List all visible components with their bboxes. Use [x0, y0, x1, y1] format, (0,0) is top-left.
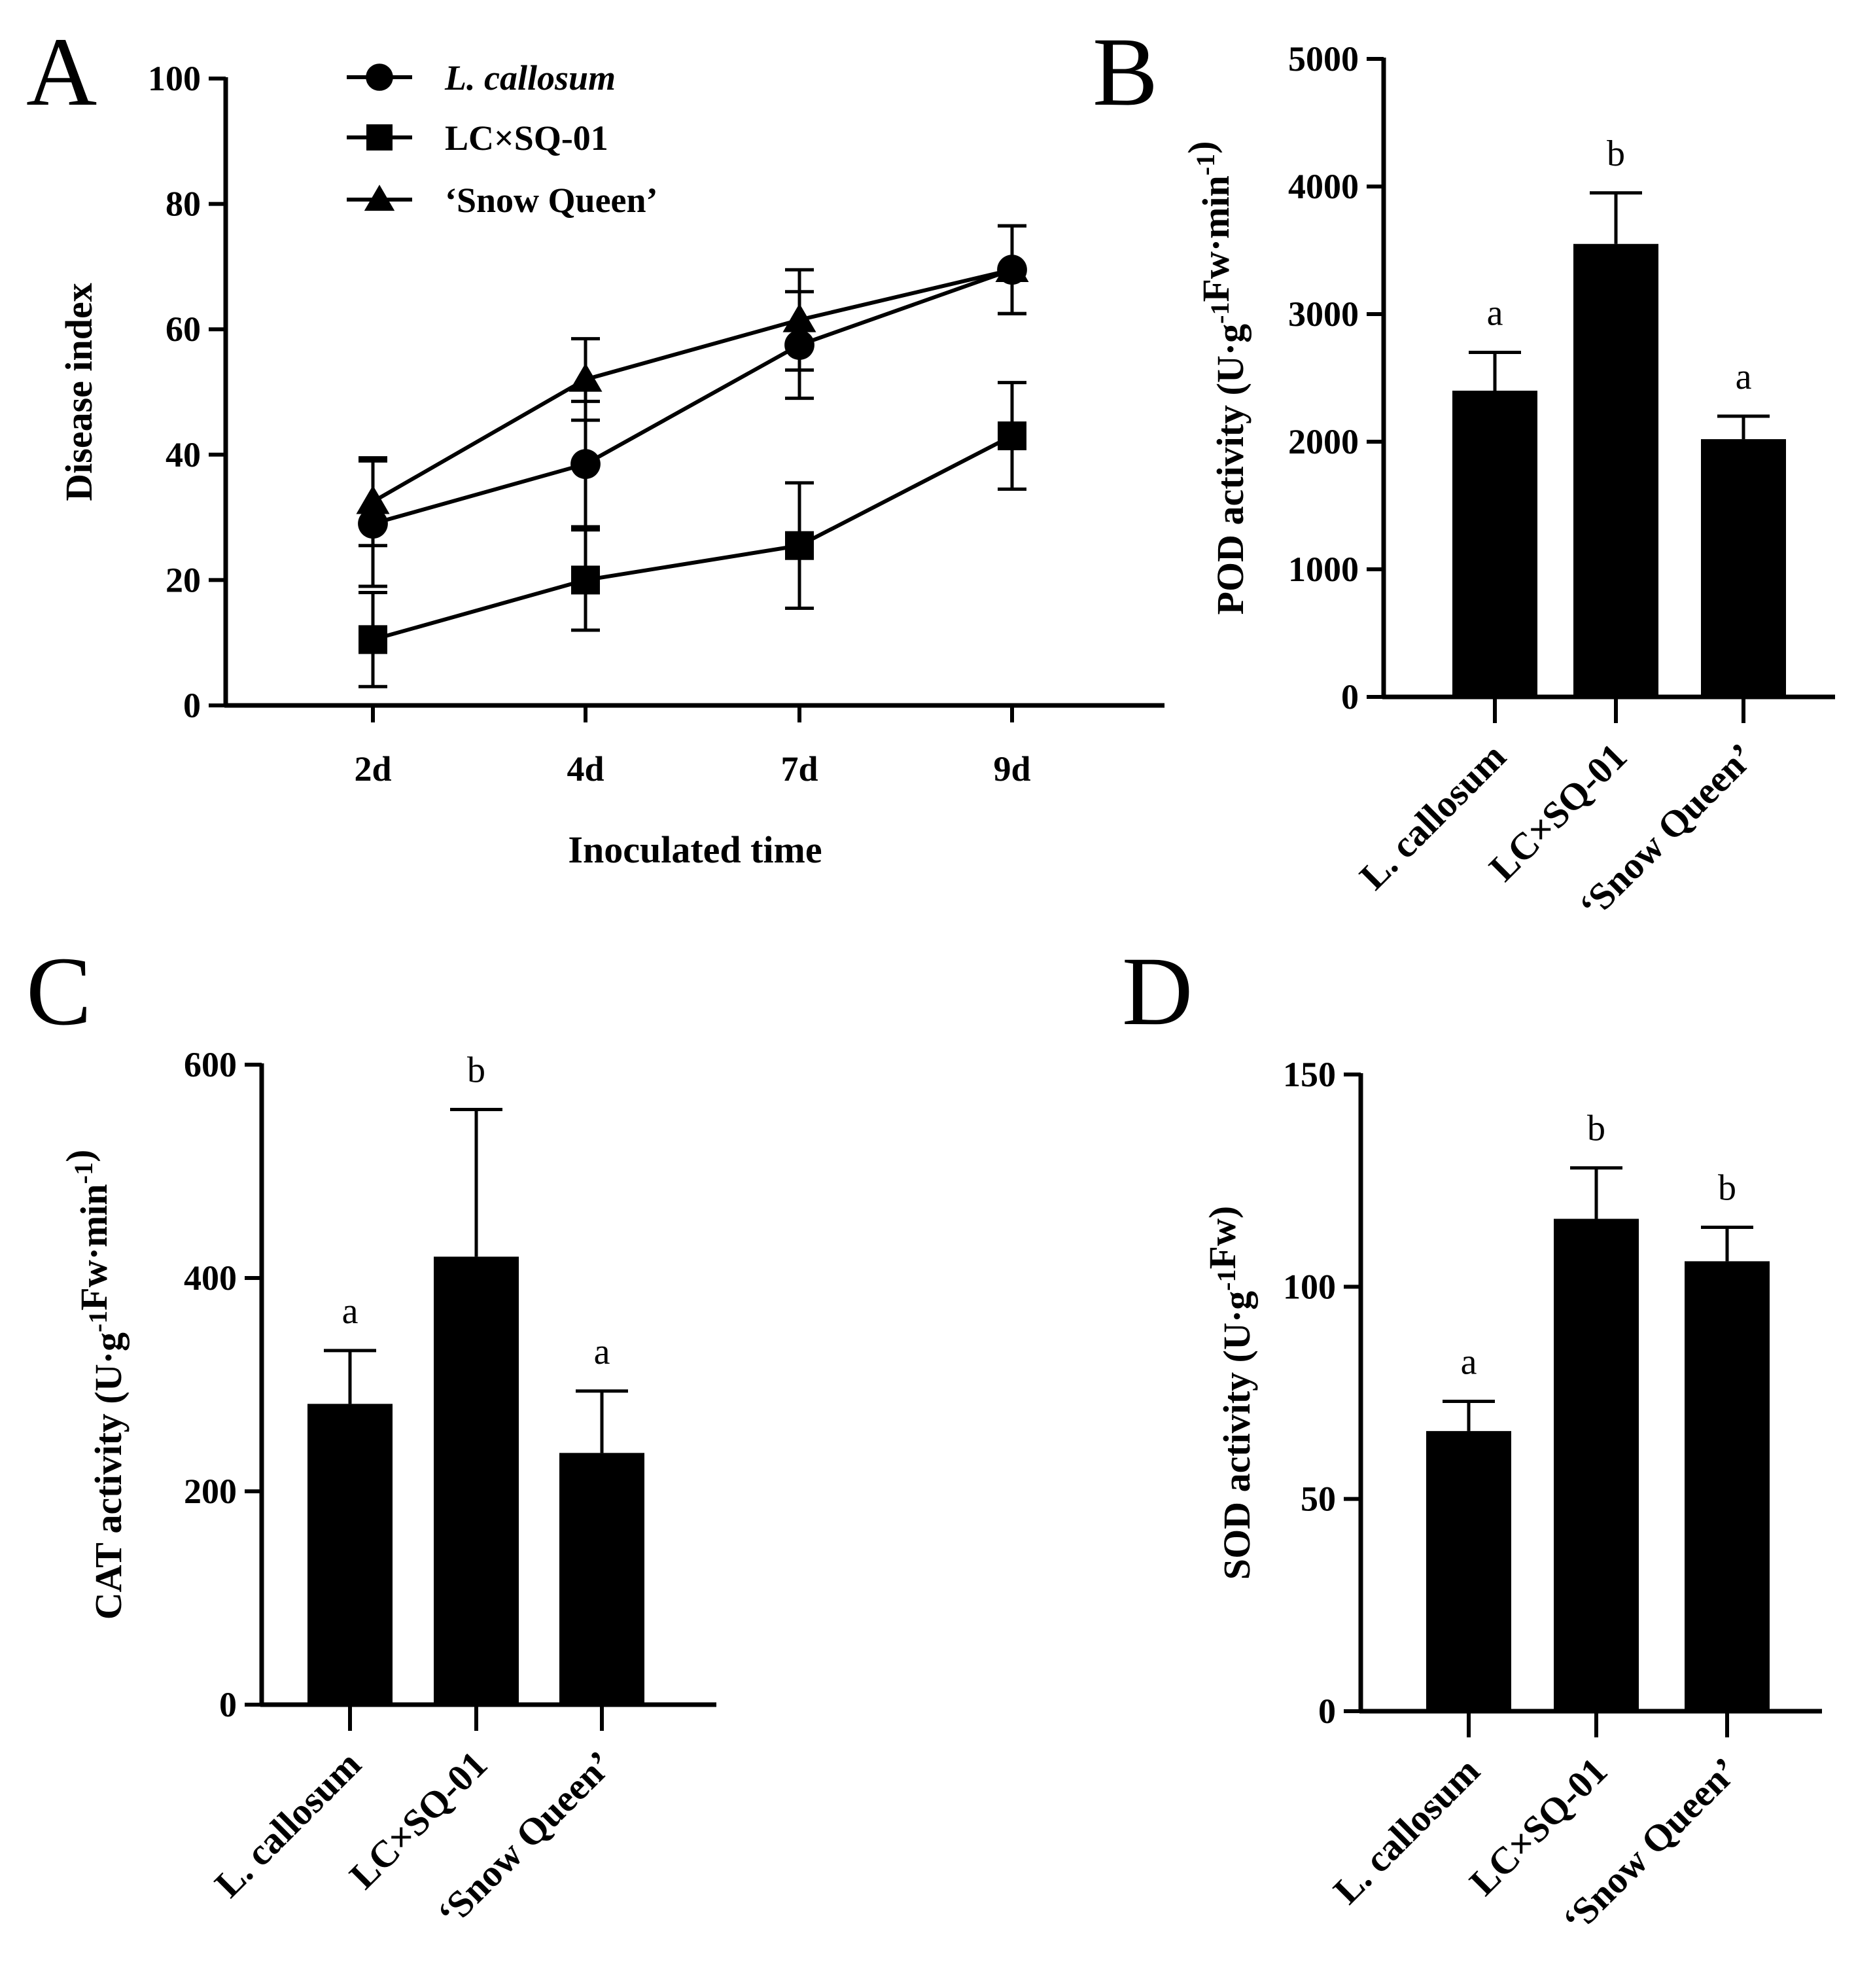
data-point [998, 421, 1026, 451]
y-tick-label: 2000 [1288, 422, 1359, 461]
significance-label: b [1587, 1109, 1605, 1149]
panel-b: B 0 1000 2000 3000 4000 5000 POD activity (U·g-… [1093, 18, 1835, 927]
panel-letter: C [26, 937, 92, 1046]
data-point [785, 531, 814, 560]
bar [307, 1404, 393, 1705]
legend-marker [366, 124, 393, 151]
y-axis-title: CAT activity (U·g-1Fw·min-1) [58, 1150, 130, 1620]
x-tick-label: 7d [780, 749, 818, 789]
y-axis-title: Disease index [58, 283, 100, 501]
series-line [372, 268, 1013, 504]
significance-label: a [1736, 357, 1752, 397]
y-tick-label: 50 [1301, 1480, 1336, 1519]
y-tick-label: 100 [148, 59, 201, 98]
bar [434, 1256, 519, 1705]
y-tick-label: 0 [1318, 1692, 1336, 1731]
x-tick-label: L. callosum [1351, 735, 1514, 898]
y-axis-title: POD activity (U·g-1Fw·min-1) [1180, 141, 1252, 615]
y-tick-label: 200 [184, 1472, 237, 1511]
data-point [571, 565, 600, 595]
y-tick-label: 5000 [1288, 39, 1359, 79]
x-tick-label: 4d [567, 749, 604, 789]
significance-label: a [1487, 293, 1503, 334]
y-tick-label: 600 [184, 1045, 237, 1084]
series-3 [356, 224, 1029, 548]
y-tick-label: 0 [219, 1685, 237, 1724]
x-tick-label: L. callosum [1325, 1749, 1488, 1912]
y-tick-label: 1000 [1288, 550, 1359, 589]
legend-marker [366, 63, 393, 91]
data-point [356, 485, 390, 514]
data-point [570, 449, 601, 480]
bar [559, 1453, 644, 1705]
y-tick-label: 0 [1341, 677, 1359, 717]
y-tick-label: 80 [166, 185, 201, 224]
data-point [782, 303, 816, 332]
legend-label: L. callosum [444, 58, 616, 98]
bar [1573, 243, 1658, 697]
bar [1685, 1261, 1770, 1711]
series-line [372, 434, 1013, 642]
y-tick-label: 150 [1283, 1055, 1336, 1094]
legend-marker [364, 185, 395, 211]
y-tick-label: 0 [183, 686, 201, 725]
y-tick-label: 100 [1283, 1267, 1336, 1306]
series-1 [358, 224, 1027, 588]
significance-label: b [1607, 133, 1625, 174]
y-tick-label: 400 [184, 1258, 237, 1298]
significance-label: a [342, 1291, 359, 1332]
panel-a: A 0 20 40 60 80 100 2d 4d 7d 9d Inoculated time Dise… [26, 18, 1164, 871]
x-tick-label: L. callosum [206, 1743, 369, 1906]
series-line [372, 268, 1013, 526]
y-tick-label: 3000 [1288, 294, 1359, 334]
bar [1426, 1430, 1511, 1711]
data-point [359, 625, 387, 654]
y-tick-label: 40 [166, 435, 201, 474]
significance-label: b [467, 1050, 485, 1090]
significance-label: b [1718, 1168, 1736, 1209]
legend-label: LC×SQ-01 [445, 118, 608, 158]
panel-c: C 0 200 400 600 CAT activity (U·g-1Fw·min-1) a… [26, 937, 716, 1934]
bar [1554, 1218, 1639, 1711]
y-axis-title: SOD activity (U·g-1Fw) [1201, 1206, 1258, 1580]
bar [1701, 439, 1786, 697]
y-tick-label: 4000 [1288, 167, 1359, 206]
panel-d: D 0 50 100 150 SOD activity (U·g-1Fw) a L. call… [1122, 937, 1822, 1941]
series-2 [359, 381, 1026, 688]
y-tick-label: 20 [166, 560, 201, 599]
significance-label: a [594, 1332, 610, 1372]
panel-letter: B [1093, 18, 1158, 126]
x-tick-label: 2d [354, 749, 391, 789]
panel-letter: A [26, 18, 97, 126]
y-tick-label: 60 [166, 310, 201, 349]
significance-label: a [1461, 1341, 1477, 1382]
x-axis-title: Inoculated time [568, 828, 822, 871]
legend: L. callosum LC×SQ-01 ‘Snow Queen’ [347, 58, 658, 220]
legend-label: ‘Snow Queen’ [445, 181, 658, 220]
panel-letter: D [1122, 937, 1193, 1046]
x-tick-label: 9d [993, 749, 1030, 789]
bar [1452, 391, 1537, 697]
data-point [569, 363, 603, 392]
data-point [995, 253, 1029, 282]
